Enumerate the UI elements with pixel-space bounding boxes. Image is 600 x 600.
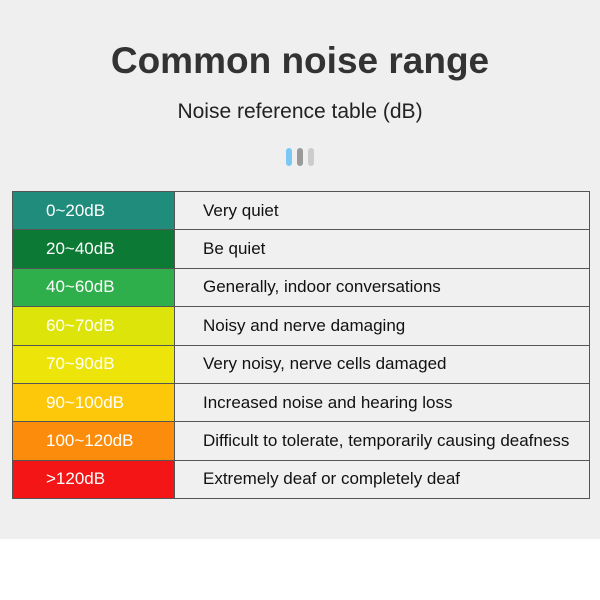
- noise-description-cell: Increased noise and hearing loss: [174, 382, 590, 423]
- table-row: 100~120dB Difficult to tolerate, temporar…: [12, 421, 590, 461]
- noise-range-cell: 90~100dB: [12, 382, 175, 423]
- table-row: >120dB Extremely deaf or completely deaf: [12, 459, 590, 500]
- table-row: 20~40dB Be quiet: [12, 229, 590, 269]
- noise-range-cell: 60~70dB: [12, 306, 175, 346]
- page-title: Common noise range: [110, 40, 490, 81]
- noise-description-cell: Generally, indoor conversations: [174, 267, 590, 308]
- noise-description-cell: Difficult to tolerate, temporarily causi…: [174, 421, 590, 461]
- table-row: 90~100dB Increased noise and hearing loss: [12, 382, 590, 423]
- noise-range-cell: >120dB: [12, 459, 175, 500]
- table-row: 0~20dB Very quiet: [12, 190, 590, 231]
- noise-description-cell: Extremely deaf or completely deaf: [174, 459, 590, 500]
- noise-range-cell: 20~40dB: [12, 229, 175, 269]
- indicator-dot: [297, 148, 303, 166]
- page-subtitle: Noise reference table (dB): [177, 100, 423, 123]
- noise-range-cell: 0~20dB: [12, 190, 175, 231]
- noise-range-cell: 70~90dB: [12, 344, 175, 384]
- table-row: 70~90dB Very noisy, nerve cells damaged: [12, 344, 590, 384]
- noise-description-cell: Very noisy, nerve cells damaged: [174, 344, 590, 384]
- table-row: 60~70dB Noisy and nerve damaging: [12, 306, 590, 346]
- noise-description-cell: Noisy and nerve damaging: [174, 306, 590, 346]
- noise-description-cell: Very quiet: [174, 190, 590, 231]
- noise-description-cell: Be quiet: [174, 229, 590, 269]
- noise-table: 0~20dB Very quiet 20~40dB Be quiet 40~60dB Ge…: [12, 190, 590, 500]
- indicator-dot: [286, 148, 292, 166]
- indicator-dot: [308, 148, 314, 166]
- noise-range-cell: 40~60dB: [12, 267, 175, 308]
- table-row: 40~60dB Generally, indoor conversations: [12, 267, 590, 308]
- noise-range-cell: 100~120dB: [12, 421, 175, 461]
